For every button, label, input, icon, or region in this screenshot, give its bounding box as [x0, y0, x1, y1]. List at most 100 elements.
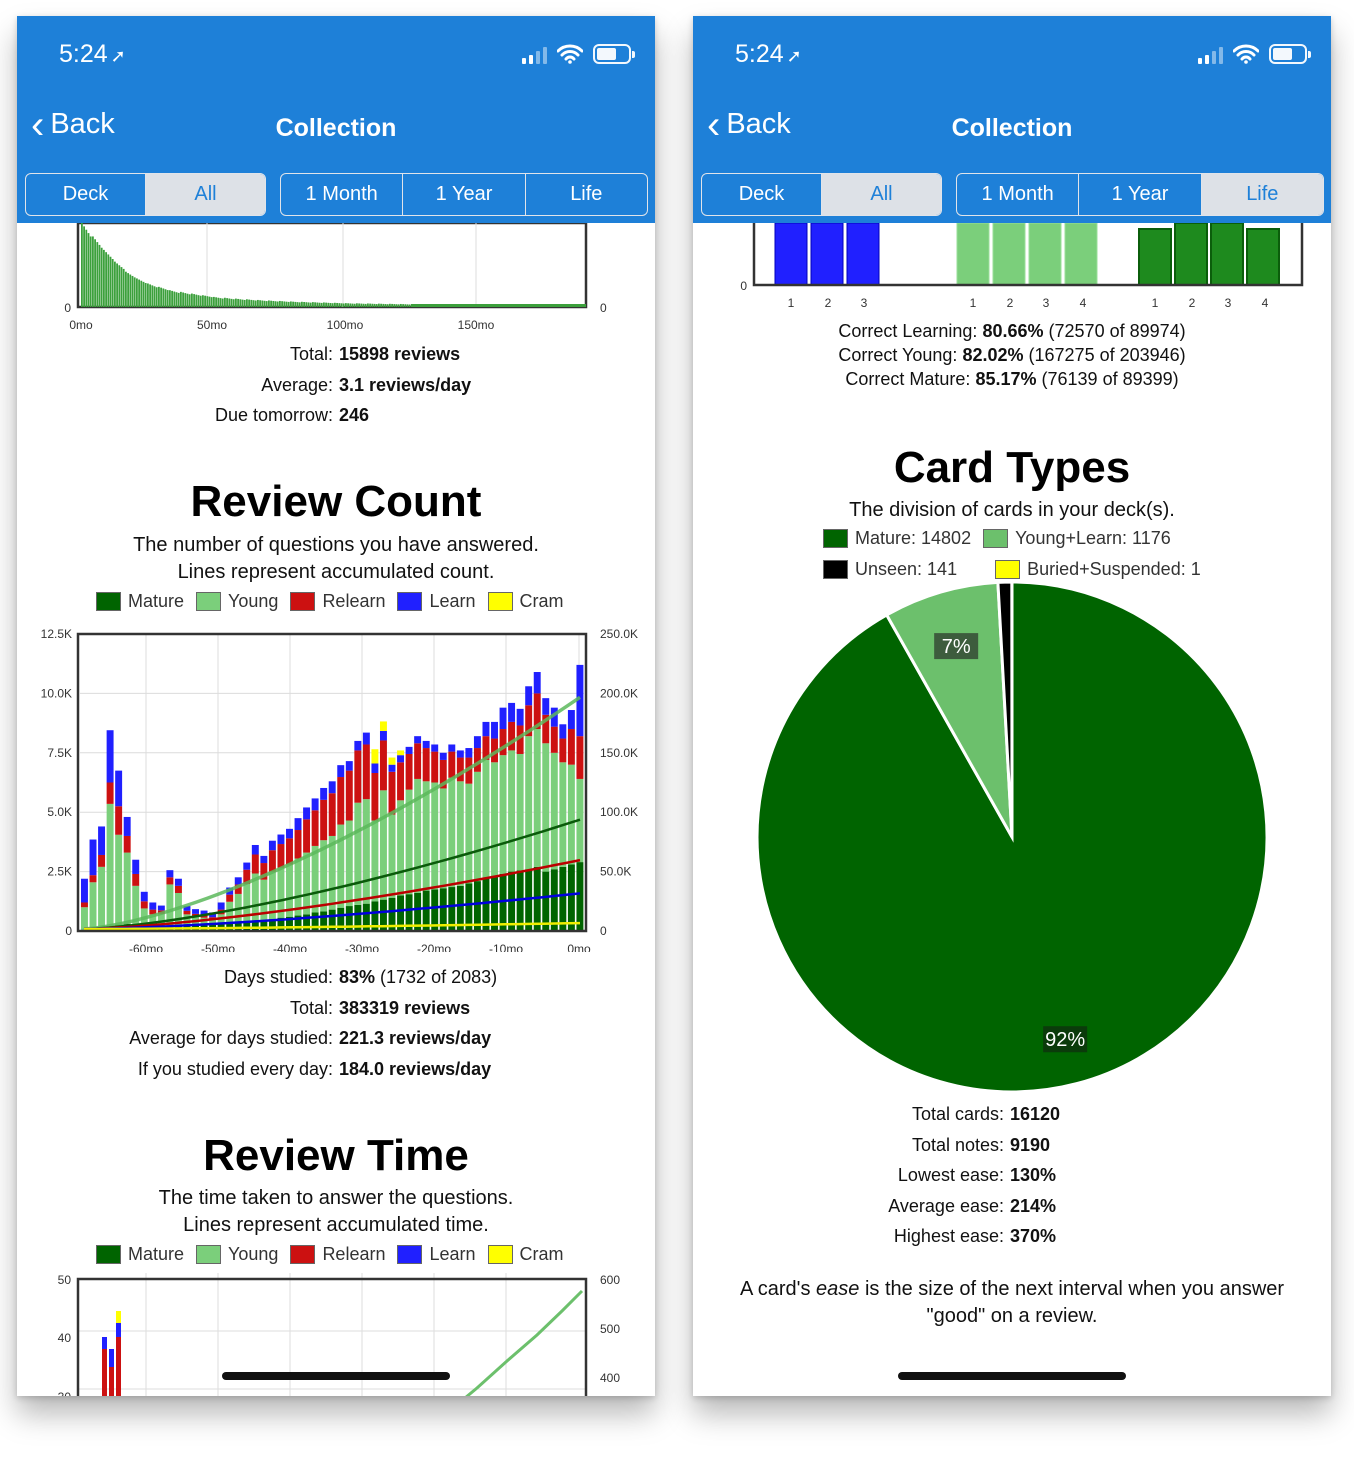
ab-bar-mature-2: [1174, 223, 1208, 286]
scope-all-option[interactable]: All: [146, 174, 265, 215]
legend-swatch: [397, 592, 423, 611]
rc-bar-relearn: [106, 782, 114, 804]
scope-deck-option[interactable]: Deck: [702, 174, 822, 215]
rc-bar-relearn: [405, 753, 413, 790]
legend-swatch: [196, 1245, 222, 1264]
period-life-option[interactable]: Life: [570, 183, 603, 205]
rc-bar-young: [559, 762, 567, 867]
ease-note-line-2: "good" on a review.: [926, 1305, 1098, 1327]
rc-bar-relearn: [89, 875, 97, 883]
card-types-subtitle: The division of cards in your deck(s).: [849, 499, 1175, 521]
card-types-title: Card Types: [893, 443, 1131, 492]
ab-bar-young-3: [1028, 223, 1062, 286]
rc-bar-learn: [439, 752, 447, 760]
stats-scroll-content[interactable]: 0 1 2 3 1 2 3 4 1 2 3 4 Correct Learning…: [693, 223, 1331, 1396]
rt-bar: [116, 1335, 121, 1396]
rc-bar-learn: [183, 906, 191, 911]
forecast-bar: [208, 296, 211, 307]
rc-bar-learn: [371, 763, 379, 773]
rc-bar-learn: [328, 781, 336, 794]
rc-bar-young: [405, 789, 413, 895]
ease-note: A card's ease is the size of the next in…: [739, 1278, 1285, 1300]
rc-bar-relearn: [337, 777, 345, 825]
rt-y-right-tick: 500: [600, 1322, 620, 1336]
rc-bar-relearn: [371, 772, 379, 821]
forecast-bar: [362, 303, 365, 307]
rc-bar-young: [311, 845, 319, 913]
rc-cumulative-young-line: [83, 695, 581, 931]
rt-bar: [116, 1311, 121, 1323]
rc-bar-relearn: [311, 810, 319, 846]
rc-bar-learn: [268, 840, 276, 851]
rc-bar-young: [388, 814, 396, 898]
rc-y-right-tick: 250.0K: [600, 627, 638, 641]
rc-bar-young: [268, 871, 276, 920]
forecast-bar: [325, 302, 327, 307]
rc-bar-learn: [508, 702, 516, 722]
rc-bar-relearn: [277, 844, 285, 868]
back-button[interactable]: ‹ Back: [31, 105, 115, 145]
legend-swatch: [823, 529, 848, 548]
rc-bar-young: [286, 864, 293, 917]
period-year-option[interactable]: 1 Year: [1079, 174, 1202, 215]
rc-bar-relearn: [234, 884, 242, 894]
forecast-bar: [173, 291, 176, 307]
forecast-bar: [274, 301, 277, 307]
forecast-bar: [276, 301, 279, 307]
forecast-bar: [129, 274, 132, 307]
card-stat-total-notes: Total notes: 9190: [911, 1135, 1051, 1155]
rc-bar-young: [337, 824, 345, 908]
rc-y-right-tick: 200.0K: [600, 686, 638, 700]
forecast-bar: [316, 302, 319, 307]
forecast-bar: [250, 299, 253, 307]
rc-bar-mature: [439, 888, 447, 931]
period-month-option[interactable]: 1 Month: [281, 174, 404, 215]
stats-scroll-content[interactable]: 0 0 0mo 50mo 100mo 150mo Total: 15898 rev…: [17, 223, 655, 1396]
nav-title: Collection: [951, 114, 1073, 142]
rc-bar-young: [491, 762, 498, 877]
rc-bar-learn: [294, 818, 302, 831]
rt-y-right-tick: 400: [600, 1371, 620, 1385]
rc-bar-relearn: [174, 885, 182, 893]
review-time-subtitle: The time taken to answer the questions.: [158, 1187, 514, 1209]
forecast-bar: [301, 301, 303, 307]
forecast-bar: [380, 303, 382, 307]
rc-bar-learn: [81, 878, 88, 903]
battery-icon: [1269, 44, 1311, 64]
forecast-bar: [384, 304, 387, 307]
rc-bar-learn: [260, 855, 268, 864]
rc-bar-cram: [388, 757, 396, 765]
legend-swatch: [290, 1245, 316, 1264]
rc-bar-mature: [354, 904, 362, 931]
forecast-bar: [237, 298, 239, 307]
scope-all-option[interactable]: All: [822, 174, 941, 215]
forecast-stat-total: Total: 15898 reviews: [289, 344, 461, 364]
forecast-bar: [292, 301, 294, 307]
rc-bar-young: [345, 820, 353, 907]
rc-bar-relearn: [542, 714, 550, 744]
chevron-left-icon: ‹: [707, 102, 721, 147]
rc-bar-learn: [576, 664, 584, 737]
rc-bar-learn: [431, 744, 439, 752]
status-icons: [1198, 44, 1311, 64]
forecast-bar: [138, 279, 140, 307]
forecast-bar: [215, 297, 217, 307]
forecast-bar: [85, 229, 88, 307]
forecast-bar: [114, 261, 116, 307]
back-button[interactable]: ‹ Back: [707, 102, 791, 147]
forecast-bar: [177, 292, 180, 307]
review-count-stat-total: Total: 383319 reviews: [289, 998, 471, 1018]
forecast-bar: [235, 298, 237, 307]
period-year-option[interactable]: 1 Year: [403, 174, 526, 215]
status-icons: [522, 44, 635, 64]
rc-bar-learn: [559, 724, 567, 739]
period-life-option[interactable]: Life: [1201, 174, 1323, 215]
rt-bar: [109, 1351, 114, 1396]
home-indicator[interactable]: [222, 1372, 450, 1380]
home-indicator[interactable]: [898, 1372, 1126, 1380]
period-month-option[interactable]: 1 Month: [957, 174, 1080, 215]
nav-header: 5:24 ➚ ‹ Back Collection Deck All 1 Month …: [693, 16, 1331, 223]
forecast-bar: [389, 303, 391, 307]
scope-deck-option[interactable]: Deck: [26, 174, 146, 215]
rc-bar-relearn: [431, 751, 439, 783]
